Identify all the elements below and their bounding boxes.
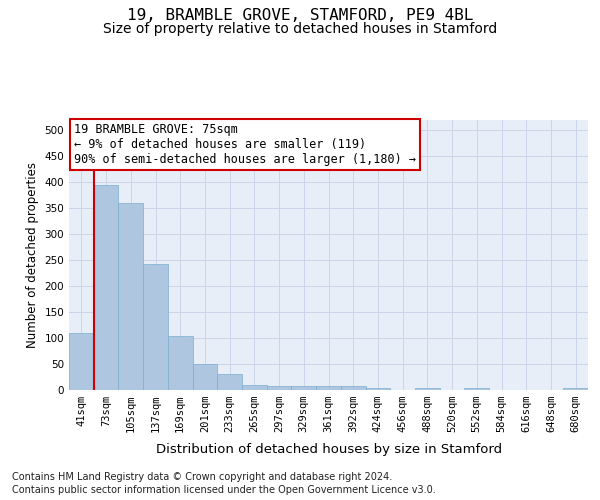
Bar (69, 333, 94, 390)
Text: Size of property relative to detached houses in Stamford: Size of property relative to detached ho… (103, 22, 497, 36)
Y-axis label: Number of detached properties: Number of detached properties (26, 162, 39, 348)
Bar (365, 388, 390, 390)
Text: Distribution of detached houses by size in Stamford: Distribution of detached houses by size … (156, 442, 502, 456)
Text: Contains public sector information licensed under the Open Government Licence v3: Contains public sector information licen… (12, 485, 436, 495)
Bar (143, 264, 168, 390)
Bar (267, 386, 292, 390)
Bar (242, 385, 267, 390)
Bar (316, 386, 341, 390)
Bar (341, 386, 365, 390)
Bar (193, 364, 217, 390)
Bar (168, 336, 193, 390)
Bar (464, 388, 489, 390)
Bar (94, 185, 118, 390)
Bar (118, 203, 143, 390)
Text: 19 BRAMBLE GROVE: 75sqm
← 9% of detached houses are smaller (119)
90% of semi-de: 19 BRAMBLE GROVE: 75sqm ← 9% of detached… (74, 122, 416, 166)
Bar (292, 386, 316, 390)
Bar (217, 374, 242, 390)
Bar (563, 388, 588, 390)
Bar (415, 388, 440, 390)
Text: 19, BRAMBLE GROVE, STAMFORD, PE9 4BL: 19, BRAMBLE GROVE, STAMFORD, PE9 4BL (127, 8, 473, 22)
Text: Contains HM Land Registry data © Crown copyright and database right 2024.: Contains HM Land Registry data © Crown c… (12, 472, 392, 482)
